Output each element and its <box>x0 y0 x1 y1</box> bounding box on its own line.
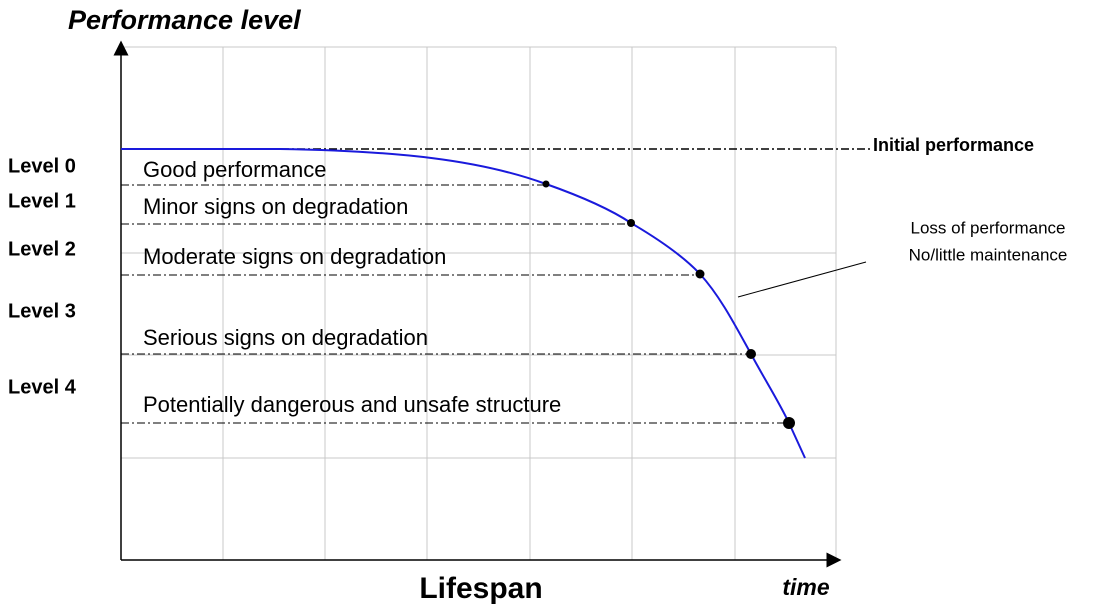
leader-line <box>737 261 867 298</box>
level-label: Level 1 <box>8 190 76 212</box>
x-axis-label: Lifespan <box>419 572 542 605</box>
zone-label: Minor signs on degradation <box>143 194 408 219</box>
zone-label: Good performance <box>143 157 326 182</box>
level-label: Level 3 <box>8 300 76 322</box>
annotation: Loss of performance <box>911 218 1066 237</box>
grid <box>121 46 837 560</box>
zone-label: Moderate signs on degradation <box>143 244 446 269</box>
level-label: Level 4 <box>8 376 77 398</box>
reference-label: Initial performance <box>873 135 1034 155</box>
zone-label: Potentially dangerous and unsafe structu… <box>143 392 561 417</box>
level-label: Level 2 <box>8 238 76 260</box>
title: Performance level <box>68 5 301 35</box>
annotation: No/little maintenance <box>909 245 1068 264</box>
x-axis-end-label: time <box>782 574 830 600</box>
level-points <box>542 180 795 429</box>
zone-label: Serious signs on degradation <box>143 325 428 350</box>
level-lines <box>121 148 870 424</box>
level-label: Level 0 <box>8 155 76 177</box>
